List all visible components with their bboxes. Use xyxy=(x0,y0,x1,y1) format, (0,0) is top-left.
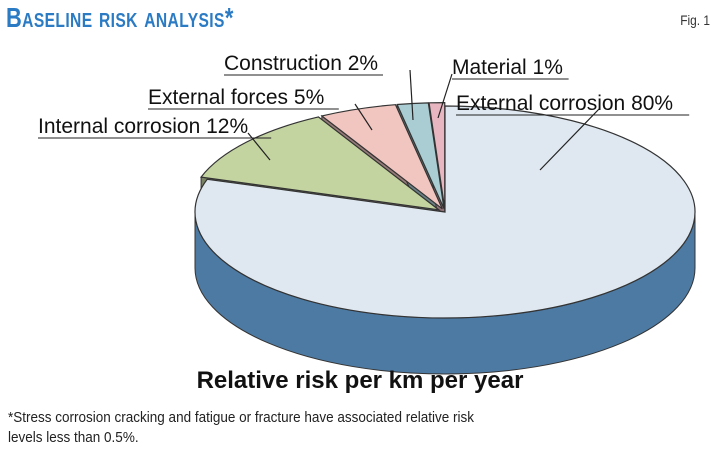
slice-label-internal-corrosion: Internal corrosion 12% xyxy=(38,115,248,138)
leader-line-3 xyxy=(409,69,414,121)
slice-label-external-forces: External forces 5% xyxy=(148,86,324,109)
pie-slice-construction xyxy=(396,102,445,209)
leader-line-4 xyxy=(437,73,453,119)
chart-title: Baseline risk analysis* xyxy=(6,2,234,33)
figure-number: Fig. 1 xyxy=(680,12,710,28)
footnote: *Stress corrosion cracking and fatigue o… xyxy=(8,409,474,446)
chart-xlabel: Relative risk per km per year xyxy=(196,367,524,394)
pie-slice-external-corrosion xyxy=(194,105,696,319)
pie-slice-material xyxy=(428,102,446,209)
slice-label-material: Material 1% xyxy=(452,56,563,79)
leader-line-2 xyxy=(354,103,373,131)
slice-label-construction: Construction 2% xyxy=(224,52,378,75)
pie-slice-internal-corrosion xyxy=(199,116,441,211)
leader-line-0 xyxy=(539,107,601,171)
slice-label-external-corrosion: External corrosion 80% xyxy=(456,92,673,115)
